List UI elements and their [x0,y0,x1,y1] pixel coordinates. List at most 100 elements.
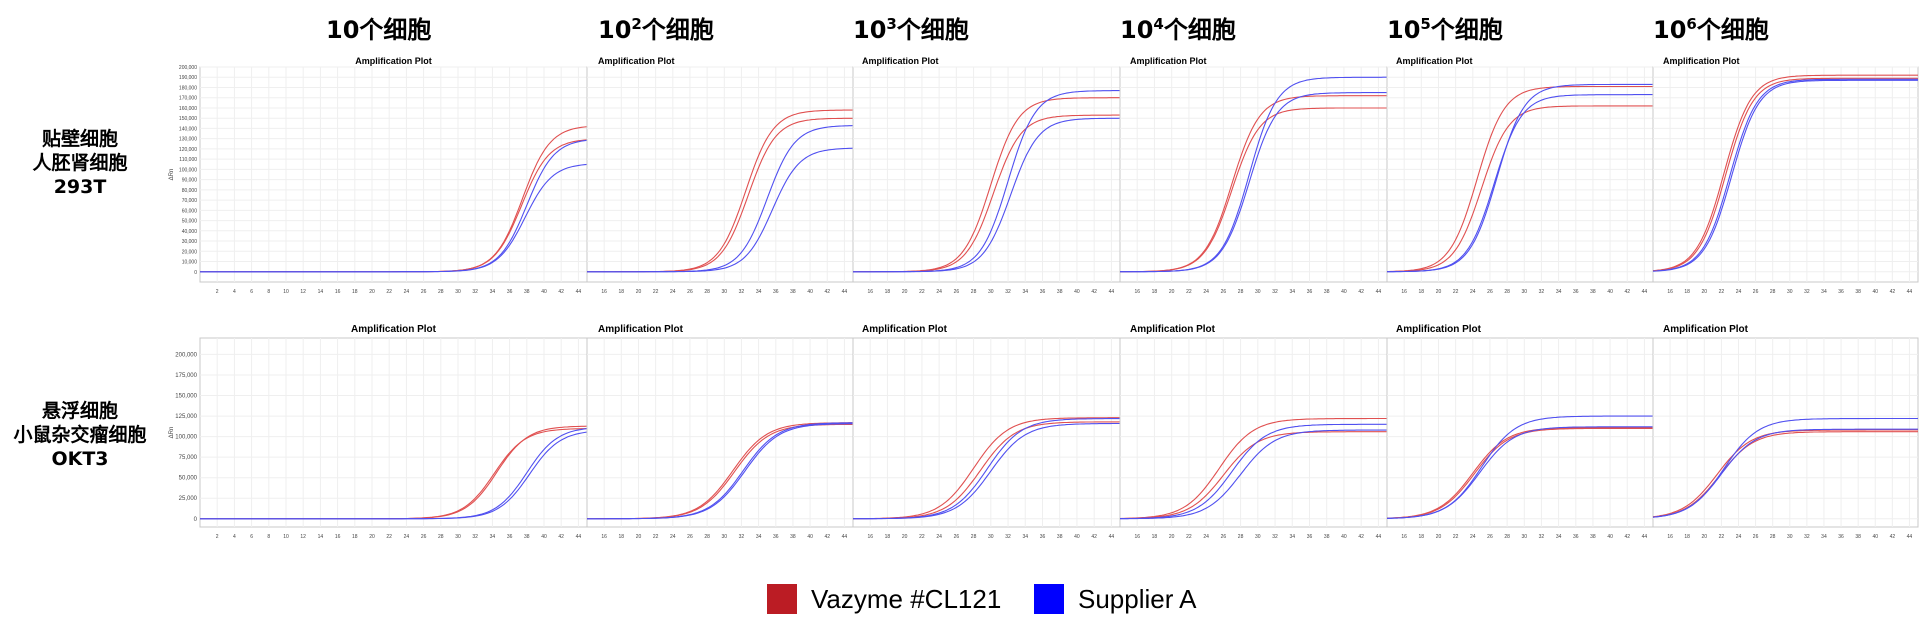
x-tick-label: 36 [1307,289,1313,295]
x-tick-label: 38 [1855,534,1861,540]
x-tick-label: 30 [1255,289,1261,295]
x-tick-label: 22 [1719,534,1725,540]
plot-title: Amplification Plot [1130,324,1216,335]
plot-title: Amplification Plot [862,324,948,335]
x-tick-label: 38 [1590,289,1596,295]
x-tick-label: 26 [421,289,427,295]
x-tick-label: 38 [790,534,796,540]
x-tick-label: 24 [1203,534,1209,540]
x-tick-label: 34 [756,289,762,295]
y-tick-label: 130,000 [179,137,197,143]
x-tick-label: 40 [1607,289,1613,295]
row-label-line: 悬浮细胞 [41,400,118,422]
x-tick-label: 16 [601,534,607,540]
x-tick-label: 18 [619,534,625,540]
x-tick-label: 22 [919,289,925,295]
x-tick-label: 20 [1169,534,1175,540]
amplification-plot-10: 16 18 20 22 24 26 28 30 32 34 36 38 40 42 44 Amplificat… [1119,324,1388,540]
plot-frame [1386,66,1654,283]
amplification-plot-4: 16 18 20 22 24 26 28 30 32 34 36 38 40 42 44 Amplificat… [1119,56,1388,295]
curve-supplier-4 [1387,94,1653,273]
x-tick-label: 16 [1401,534,1407,540]
x-tick-label: 24 [1203,289,1209,295]
x-tick-label: 18 [1152,534,1158,540]
x-tick-label: 44 [1907,289,1913,295]
x-tick-label: 22 [653,534,659,540]
plot-title: Amplification Plot [355,56,432,66]
x-tick-label: 38 [1590,534,1596,540]
x-tick-label: 8 [267,534,270,540]
y-axis-label: ΔRn [169,427,175,439]
x-tick-label: 32 [1005,534,1011,540]
curve-vazyme-2 [1652,431,1918,518]
x-tick-label: 40 [807,534,813,540]
y-tick-label: 80,000 [182,188,198,194]
plot-title: Amplification Plot [1396,324,1482,335]
x-tick-label: 30 [988,534,994,540]
x-tick-label: 32 [739,534,745,540]
y-tick-label: 125,000 [175,414,197,420]
x-tick-label: 36 [1838,534,1844,540]
x-tick-label: 36 [1040,534,1046,540]
x-tick-label: 28 [704,534,710,540]
x-tick-label: 42 [1890,534,1896,540]
curve-vazyme-2 [1652,77,1918,272]
x-tick-label: 24 [404,289,410,295]
plot-frame [1652,337,1919,528]
x-tick-label: 40 [1074,534,1080,540]
x-tick-label: 42 [1624,289,1630,295]
y-tick-label: 30,000 [182,239,198,245]
plot-title: Amplification Plot [1396,56,1473,66]
x-tick-label: 26 [954,534,960,540]
x-tick-label: 34 [1289,534,1295,540]
plot-frame [586,337,854,528]
x-tick-label: 18 [885,289,891,295]
x-tick-label: 36 [773,289,779,295]
x-tick-label: 18 [885,534,891,540]
curve-supplier-4 [200,431,588,520]
x-tick-label: 38 [1057,534,1063,540]
x-tick-label: 30 [1787,534,1793,540]
x-tick-label: 42 [824,534,830,540]
x-tick-label: 20 [1702,534,1708,540]
x-tick-label: 28 [1238,289,1244,295]
x-tick-label: 30 [722,534,728,540]
x-tick-label: 22 [653,289,659,295]
x-tick-label: 44 [1376,289,1382,295]
x-tick-label: 24 [936,534,942,540]
x-tick-label: 34 [1022,534,1028,540]
column-header-2: 102个细胞 [598,15,714,44]
x-tick-label: 28 [1504,289,1510,295]
plot-title: Amplification Plot [598,56,675,66]
x-tick-label: 18 [1419,534,1425,540]
legend-label-supplier: Supplier A [1078,583,1197,614]
column-header-3: 103个细胞 [853,15,969,44]
x-tick-label: 20 [902,289,908,295]
curve-supplier-4 [1386,426,1653,519]
x-tick-label: 26 [1487,289,1493,295]
x-tick-label: 32 [1272,289,1278,295]
x-tick-label: 44 [1642,289,1648,295]
curve-supplier-4 [200,163,588,273]
x-tick-label: 42 [558,289,564,295]
x-tick-label: 42 [1624,534,1630,540]
x-tick-label: 2 [216,534,219,540]
column-header-6: 106个细胞 [1653,15,1769,44]
x-tick-label: 20 [1702,289,1708,295]
x-tick-label: 20 [1169,289,1175,295]
x-tick-label: 40 [1074,289,1080,295]
x-tick-label: 36 [1040,289,1046,295]
x-tick-label: 34 [490,534,496,540]
amplification-plots-grid: 2 4 6 8 10 12 14 16 18 20 22 24 26 28 30 32 34 36 38 40 42 44… [169,56,1919,540]
x-tick-label: 6 [250,534,253,540]
x-tick-label: 38 [524,534,530,540]
x-tick-label: 44 [576,534,582,540]
y-tick-label: 0 [194,270,197,276]
x-tick-label: 40 [1607,534,1613,540]
x-tick-label: 30 [1522,289,1528,295]
x-tick-label: 42 [824,289,830,295]
x-tick-label: 36 [1838,289,1844,295]
x-tick-label: 18 [1684,289,1690,295]
x-tick-label: 32 [472,289,478,295]
x-tick-label: 40 [1341,534,1347,540]
